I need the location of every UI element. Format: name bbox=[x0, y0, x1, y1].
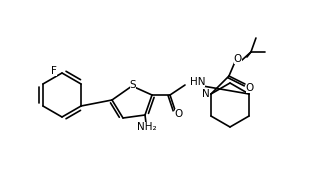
Text: NH₂: NH₂ bbox=[137, 122, 157, 132]
Text: HN: HN bbox=[190, 77, 205, 87]
Text: O: O bbox=[246, 83, 254, 93]
Text: S: S bbox=[130, 80, 136, 90]
Text: N: N bbox=[202, 89, 210, 99]
Text: O: O bbox=[234, 54, 242, 64]
Text: O: O bbox=[175, 109, 183, 119]
Text: F: F bbox=[51, 66, 57, 76]
